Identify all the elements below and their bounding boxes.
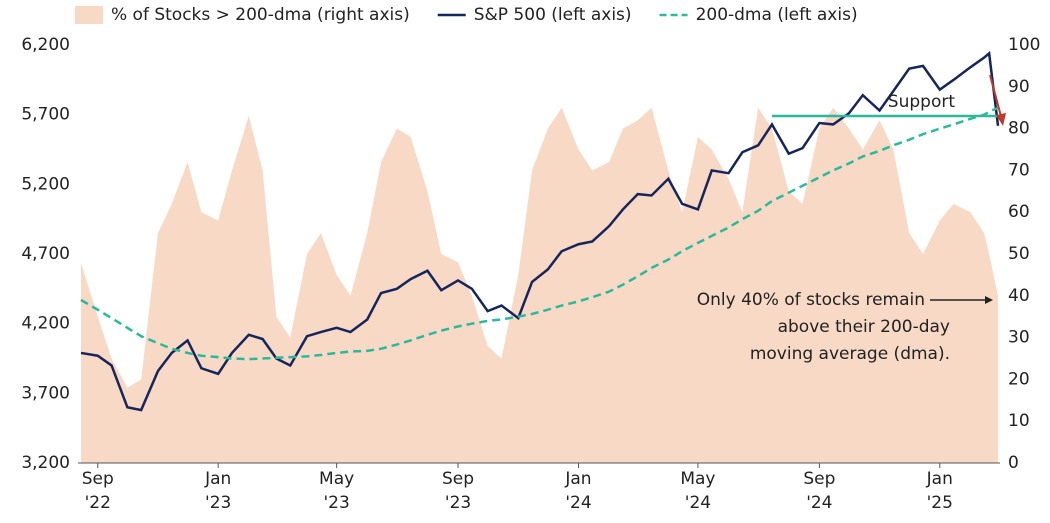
x-tick-label: Sep '23 — [442, 469, 475, 513]
x-tick-label: Jan '24 — [565, 469, 592, 513]
line — [80, 50, 1000, 412]
legend-swatch — [75, 6, 103, 24]
y2-tick-label: 80 — [1008, 119, 1030, 139]
annotation: moving average (dma). — [750, 344, 950, 364]
y2-tick-label: 40 — [1008, 286, 1030, 306]
y2-tick-label: 100 — [1008, 35, 1040, 55]
line — [80, 106, 999, 361]
annotation: Only 40% of stocks remain — [697, 290, 925, 310]
y2-tick-label: 10 — [1008, 411, 1030, 431]
y2-tick-label: 70 — [1008, 160, 1030, 180]
y-tick-label: 4,200 — [21, 314, 70, 334]
y2-tick-label: 30 — [1008, 328, 1030, 348]
x-tick-label: May '24 — [680, 469, 716, 513]
y-tick-label: 3,700 — [21, 383, 70, 403]
x-tick-label: May '23 — [319, 469, 355, 513]
y2-tick-label: 0 — [1008, 453, 1019, 473]
arrow — [989, 74, 1003, 121]
y-tick-label: 5,200 — [21, 174, 70, 194]
x-tick-label: Sep '22 — [81, 469, 114, 513]
y2-tick-label: 60 — [1008, 202, 1030, 222]
x-tick-label: Sep '24 — [803, 469, 836, 513]
arrow-head — [996, 113, 1006, 126]
y-tick-label: 5,700 — [21, 105, 70, 125]
x-tick-label: Jan '25 — [926, 469, 953, 513]
y2-tick-label: 50 — [1008, 244, 1030, 264]
legend-label: 200-dma (left axis) — [696, 5, 858, 25]
annotation-arrow-head — [985, 296, 993, 304]
y-tick-label: 6,200 — [21, 35, 70, 55]
legend-label: % of Stocks > 200-dma (right axis) — [111, 5, 410, 25]
legend-label: S&P 500 (left axis) — [474, 5, 632, 25]
area — [80, 107, 999, 463]
annotation: above their 200-day — [778, 317, 950, 337]
y2-tick-label: 90 — [1008, 77, 1030, 97]
support-label: Support — [888, 92, 956, 112]
y2-tick-label: 20 — [1008, 369, 1030, 389]
y-tick-label: 4,700 — [21, 244, 70, 264]
y-tick-label: 3,200 — [21, 453, 70, 473]
x-tick-label: Jan '23 — [205, 469, 232, 513]
